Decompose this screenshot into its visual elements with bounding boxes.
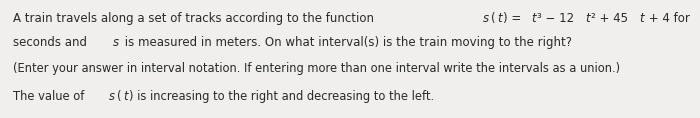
Text: is measured in meters. On what interval(s) is the train moving to the right?: is measured in meters. On what interval(… <box>121 36 572 49</box>
Text: ) =: ) = <box>503 12 525 25</box>
Text: seconds and: seconds and <box>13 36 90 49</box>
Text: ² + 45: ² + 45 <box>592 12 629 25</box>
Text: t: t <box>497 12 502 25</box>
Text: s: s <box>113 36 119 49</box>
Text: + 4 for: + 4 for <box>645 12 694 25</box>
Text: ³ − 12: ³ − 12 <box>538 12 575 25</box>
Text: s: s <box>109 90 116 103</box>
Text: t: t <box>639 12 644 25</box>
Text: t: t <box>531 12 536 25</box>
Text: The value of: The value of <box>13 90 87 103</box>
Text: t: t <box>585 12 590 25</box>
Text: s: s <box>483 12 489 25</box>
Text: A train travels along a set of tracks according to the function: A train travels along a set of tracks ac… <box>13 12 377 25</box>
Text: (Enter your answer in interval notation. If entering more than one interval writ: (Enter your answer in interval notation.… <box>13 62 620 75</box>
Text: t: t <box>123 90 127 103</box>
Text: (: ( <box>117 90 122 103</box>
Text: (: ( <box>491 12 496 25</box>
Text: ) is increasing to the right and decreasing to the left.: ) is increasing to the right and decreas… <box>129 90 434 103</box>
